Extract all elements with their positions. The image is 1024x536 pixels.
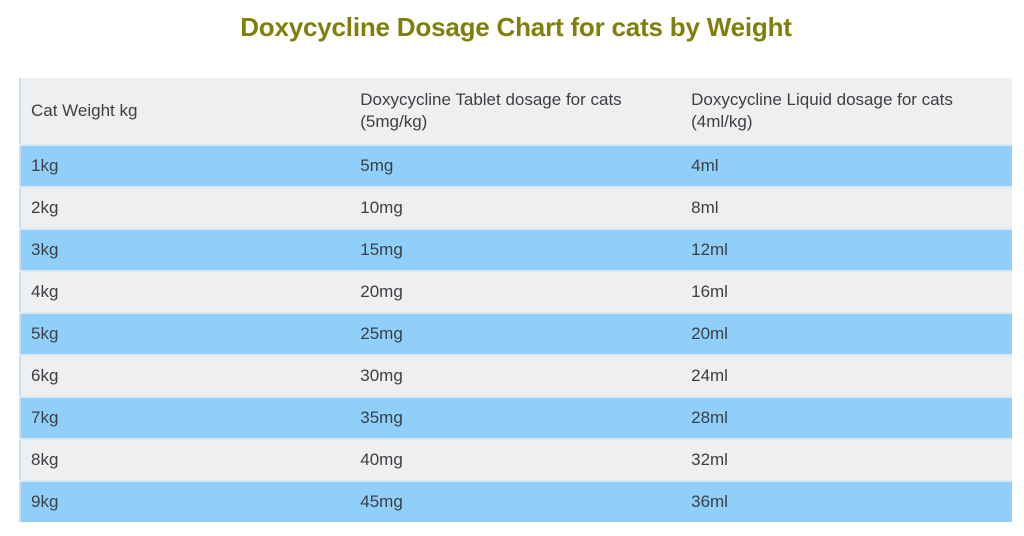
cell-tablet: 40mg [350, 438, 682, 481]
table-row: 2kg 10mg 8ml [20, 186, 1012, 229]
table-row: 3kg 15mg 12ml [20, 228, 1012, 271]
cell-weight: 7kg [20, 396, 351, 439]
table-row: 8kg 40mg 32ml [20, 438, 1012, 481]
header-liquid-dosage: Doxycycline Liquid dosage for cats (4ml/… [681, 78, 1012, 145]
table-row: 5kg 25mg 20ml [20, 312, 1012, 355]
header-cat-weight: Cat Weight kg [20, 78, 351, 145]
header-tablet-dosage: Doxycycline Tablet dosage for cats (5mg/… [350, 78, 682, 145]
cell-liquid: 20ml [681, 312, 1012, 355]
cell-tablet: 10mg [350, 186, 682, 229]
cell-weight: 2kg [20, 186, 351, 229]
cell-liquid: 28ml [681, 396, 1012, 439]
cell-tablet: 35mg [350, 396, 682, 439]
table-row: 6kg 30mg 24ml [20, 354, 1012, 397]
cell-weight: 5kg [20, 312, 351, 355]
cell-liquid: 8ml [681, 186, 1012, 229]
cell-weight: 6kg [20, 354, 351, 397]
table-row: 9kg 45mg 36ml [20, 480, 1012, 522]
table-row: 1kg 5mg 4ml [20, 144, 1012, 187]
cell-tablet: 5mg [350, 144, 682, 187]
cell-tablet: 20mg [350, 270, 682, 313]
cell-liquid: 24ml [681, 354, 1012, 397]
table-header-row: Cat Weight kg Doxycycline Tablet dosage … [20, 78, 1012, 145]
cell-tablet: 45mg [350, 480, 682, 522]
cell-liquid: 12ml [681, 228, 1012, 271]
cell-liquid: 32ml [681, 438, 1012, 481]
cell-tablet: 15mg [350, 228, 682, 271]
table-row: 7kg 35mg 28ml [20, 396, 1012, 439]
cell-weight: 8kg [20, 438, 351, 481]
cell-liquid: 16ml [681, 270, 1012, 313]
page-title: Doxycycline Dosage Chart for cats by Wei… [240, 12, 792, 42]
cell-weight: 3kg [20, 228, 351, 271]
cell-liquid: 36ml [681, 480, 1012, 522]
dosage-table: Cat Weight kg Doxycycline Tablet dosage … [19, 78, 1012, 522]
cell-tablet: 25mg [350, 312, 682, 355]
cell-weight: 9kg [20, 480, 351, 522]
cell-liquid: 4ml [681, 144, 1012, 187]
cell-weight: 1kg [20, 144, 351, 187]
cell-weight: 4kg [20, 270, 351, 313]
cell-tablet: 30mg [350, 354, 682, 397]
table-row: 4kg 20mg 16ml [20, 270, 1012, 313]
